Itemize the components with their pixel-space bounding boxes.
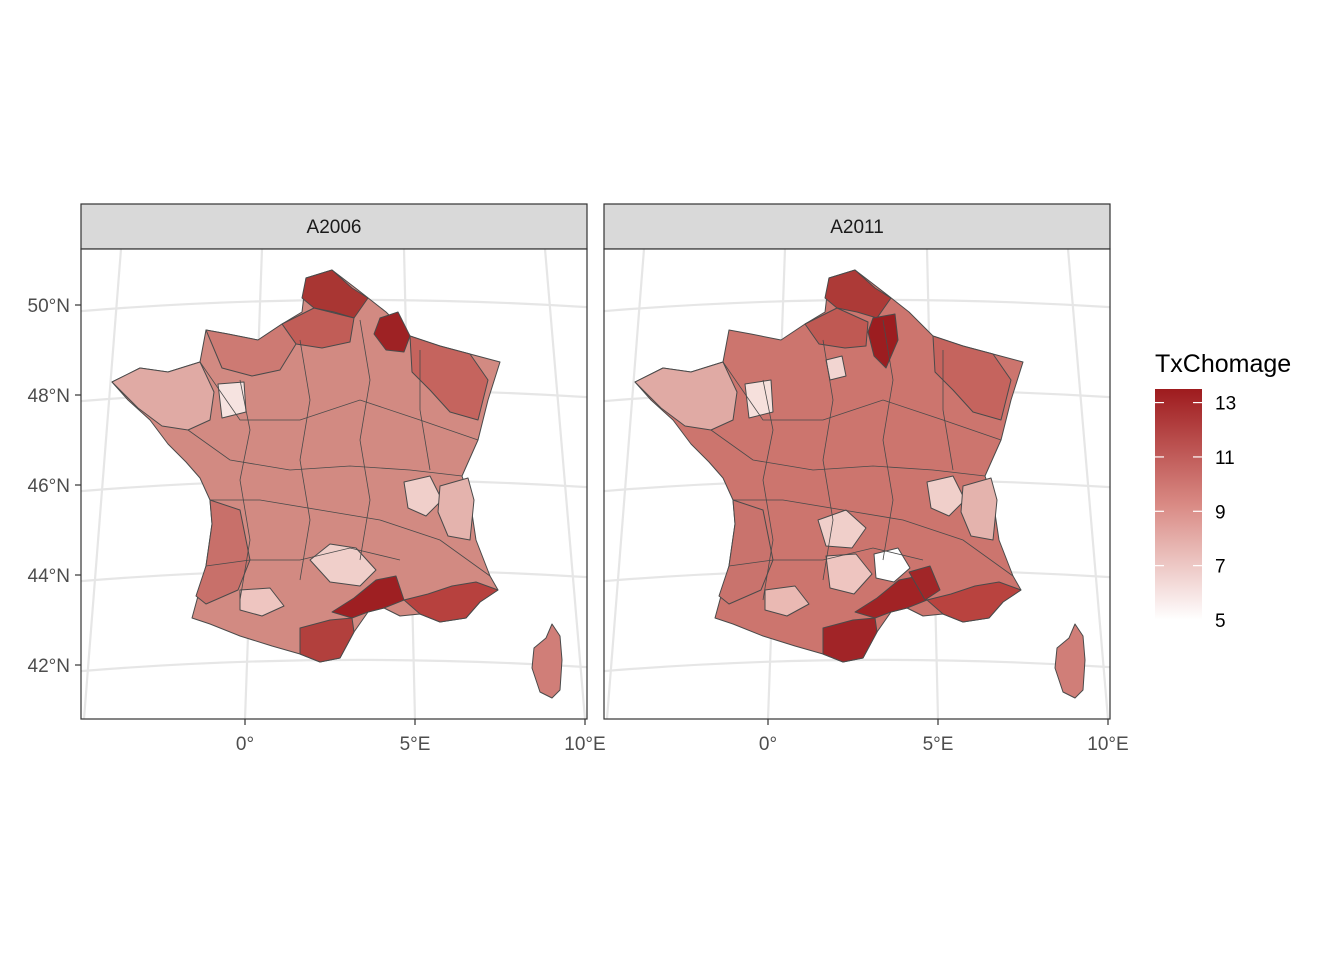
- legend-title: TxChomage: [1155, 350, 1291, 378]
- legend-tick-label: 9: [1215, 502, 1226, 523]
- region-massif-central: [309, 543, 377, 587]
- region-picardie: [804, 307, 869, 349]
- region-alps: [403, 475, 443, 517]
- region-east: [409, 335, 489, 421]
- x-tick-label: 10°E: [1087, 734, 1128, 755]
- x-tick-label: 0°: [236, 734, 254, 755]
- region-lozere: [873, 547, 911, 583]
- region-normandie: [205, 323, 297, 377]
- region-alps: [926, 475, 966, 517]
- x-axis-a2011: 0° 5°E 10°E: [759, 719, 1129, 755]
- legend-tick-label: 13: [1215, 394, 1236, 415]
- corsica: [531, 623, 563, 699]
- panel-title: A2011: [830, 217, 884, 238]
- legend-ticks: 5 7 9 11 13: [1155, 394, 1236, 632]
- legend-tick-label: 5: [1215, 611, 1226, 632]
- panel-title: A2006: [307, 217, 362, 238]
- x-tick-label: 0°: [759, 734, 777, 755]
- corsica: [1054, 623, 1086, 699]
- region-aquitaine: [195, 499, 251, 605]
- panel-border: [80, 248, 588, 720]
- panel-strip: [80, 203, 588, 250]
- map-regions: [111, 269, 563, 699]
- x-tick-label: 5°E: [923, 734, 954, 755]
- panel-a2011: A2011: [603, 203, 1111, 720]
- x-axis-a2006: 0° 5°E 10°E: [236, 719, 606, 755]
- y-tick-label: 50°N: [28, 296, 70, 317]
- legend: TxChomage 5 7 9 11 13: [1155, 350, 1291, 632]
- region-rhone-alpes: [437, 477, 475, 541]
- region-pyrenees: [299, 617, 355, 663]
- region-brittany: [111, 361, 215, 431]
- region-centre-white: [744, 379, 774, 419]
- panel-a2006: A2006: [80, 203, 588, 720]
- legend-colorbar: [1155, 389, 1202, 620]
- region-gard: [908, 565, 941, 601]
- region-pyrenees: [822, 617, 878, 663]
- y-axis: 50°N 48°N 46°N 44°N 42°N: [28, 296, 81, 677]
- x-tick-label: 10°E: [564, 734, 605, 755]
- region-cantal: [825, 553, 873, 595]
- y-tick-label: 46°N: [28, 476, 70, 497]
- legend-tick-label: 7: [1215, 557, 1226, 578]
- y-tick-label: 48°N: [28, 386, 70, 407]
- panel-border: [603, 248, 1111, 720]
- region-brittany: [634, 361, 738, 431]
- region-ardennes: [373, 311, 411, 353]
- region-aisne: [867, 313, 899, 369]
- legend-tick-label: 11: [1215, 448, 1235, 469]
- region-provence: [926, 581, 1022, 623]
- region-rhone-alpes: [960, 477, 998, 541]
- region-borders: [187, 319, 491, 601]
- x-tick-label: 5°E: [400, 734, 431, 755]
- region-aquitaine: [718, 499, 774, 605]
- panel-strip: [603, 203, 1111, 250]
- y-tick-label: 44°N: [28, 566, 70, 587]
- region-midi: [239, 587, 285, 617]
- region-provence: [403, 581, 499, 623]
- y-tick-label: 42°N: [28, 656, 70, 677]
- region-midi: [764, 585, 810, 617]
- map-regions: [634, 269, 1086, 699]
- region-east: [932, 335, 1012, 421]
- region-borders: [710, 319, 1014, 601]
